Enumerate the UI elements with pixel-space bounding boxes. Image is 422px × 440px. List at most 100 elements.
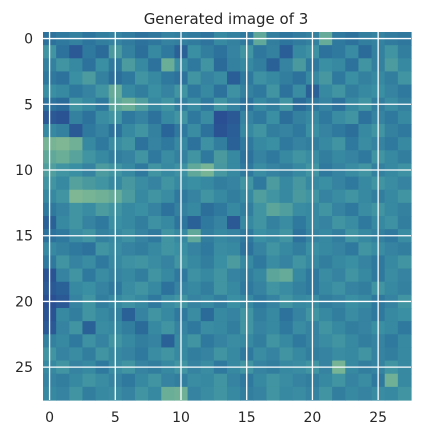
heatmap-cell (135, 84, 149, 99)
heatmap-cell (161, 58, 176, 73)
heatmap-cell (332, 150, 346, 165)
heatmap-cell (227, 373, 241, 388)
heatmap-cell (200, 71, 215, 86)
heatmap-cell (279, 124, 294, 138)
heatmap-cell (213, 308, 228, 322)
heatmap-cell (384, 71, 399, 86)
heatmap-cell (95, 202, 110, 217)
heatmap-cell (319, 45, 333, 59)
heatmap-cell (82, 124, 97, 138)
heatmap-cell (292, 202, 307, 217)
heatmap-cell (213, 58, 228, 73)
heatmap-cell (148, 202, 162, 217)
heatmap-cell (319, 281, 333, 296)
heatmap-cell (95, 386, 110, 401)
heatmap-cell (384, 334, 399, 349)
heatmap-cell (200, 373, 215, 388)
heatmap-cell (161, 216, 176, 230)
heatmap-cell (345, 84, 360, 99)
heatmap-cell (253, 45, 268, 59)
heatmap-cell (227, 124, 241, 138)
heatmap-cell (253, 71, 268, 86)
heatmap-cell (266, 176, 281, 191)
heatmap-cell (397, 176, 412, 191)
heatmap-cell (358, 150, 373, 165)
heatmap-cell (187, 216, 202, 230)
heatmap-cell (135, 110, 149, 125)
y-tick-label: 5 (24, 97, 33, 113)
heatmap-cell (135, 124, 149, 138)
heatmap-cell (332, 321, 346, 335)
heatmap-cell (69, 137, 84, 151)
heatmap-cell (161, 189, 176, 204)
heatmap-cell (213, 137, 228, 151)
heatmap-cell (161, 373, 176, 388)
heatmap-cell (253, 255, 268, 270)
heatmap-cell (95, 268, 110, 283)
heatmap-cell (332, 373, 346, 388)
heatmap-cell (187, 386, 202, 401)
heatmap-cell (200, 216, 215, 230)
heatmap-cell (135, 189, 149, 204)
heatmap-cell (187, 334, 202, 349)
heatmap-cell (69, 71, 84, 86)
heatmap-cell (213, 334, 228, 349)
heatmap-cell (266, 58, 281, 73)
x-tick-label: 10 (172, 410, 190, 426)
heatmap-cell (358, 58, 373, 73)
heatmap-cell (332, 137, 346, 151)
y-tick-label: 25 (15, 360, 33, 376)
heatmap-cell (358, 321, 373, 335)
heatmap-cell (200, 255, 215, 270)
heatmap-cell (319, 308, 333, 322)
heatmap-cell (253, 84, 268, 99)
heatmap-cell (358, 216, 373, 230)
heatmap-cell (384, 373, 399, 388)
heatmap-cell (121, 84, 136, 99)
heatmap-cell (200, 137, 215, 151)
heatmap-cell (95, 334, 110, 349)
heatmap-cell (95, 176, 110, 191)
grid-lines (43, 32, 411, 400)
heatmap-cell (121, 150, 136, 165)
heatmap-cell (292, 189, 307, 204)
heatmap-cell (69, 84, 84, 99)
heatmap-cell (253, 321, 268, 335)
y-tick-label: 0 (24, 32, 33, 48)
heatmap-cell (227, 176, 241, 191)
heatmap-cell (82, 110, 97, 125)
heatmap-cell (266, 281, 281, 296)
heatmap-cell (279, 176, 294, 191)
heatmap-cell (69, 216, 84, 230)
heatmap-cell (95, 255, 110, 270)
heatmap-cell (345, 281, 360, 296)
heatmap-cell (148, 347, 162, 362)
heatmap-cell (187, 308, 202, 322)
heatmap-cell (69, 202, 84, 217)
heatmap-cell (135, 334, 149, 349)
heatmap-cell (279, 202, 294, 217)
heatmap-cell (253, 176, 268, 191)
heatmap-cell (56, 45, 70, 59)
heatmap-cell (56, 110, 70, 125)
heatmap-cell (332, 202, 346, 217)
heatmap-cell (56, 58, 70, 73)
heatmap-cell (187, 373, 202, 388)
heatmap-cell (397, 110, 412, 125)
heatmap-cell (345, 45, 360, 59)
heatmap-cell (148, 124, 162, 138)
heatmap-cell (397, 347, 412, 362)
heatmap-cell (82, 137, 97, 151)
heatmap-cell (56, 308, 70, 322)
heatmap-cell (200, 347, 215, 362)
heatmap-cell (213, 268, 228, 283)
heatmap-cell (200, 386, 215, 401)
heatmap-cell (292, 45, 307, 59)
heatmap-cell (227, 45, 241, 59)
heatmap-cell (69, 124, 84, 138)
heatmap-cell (69, 110, 84, 125)
heatmap-cell (161, 268, 176, 283)
heatmap-cell (384, 216, 399, 230)
heatmap-cell (135, 71, 149, 86)
heatmap-cell (121, 137, 136, 151)
